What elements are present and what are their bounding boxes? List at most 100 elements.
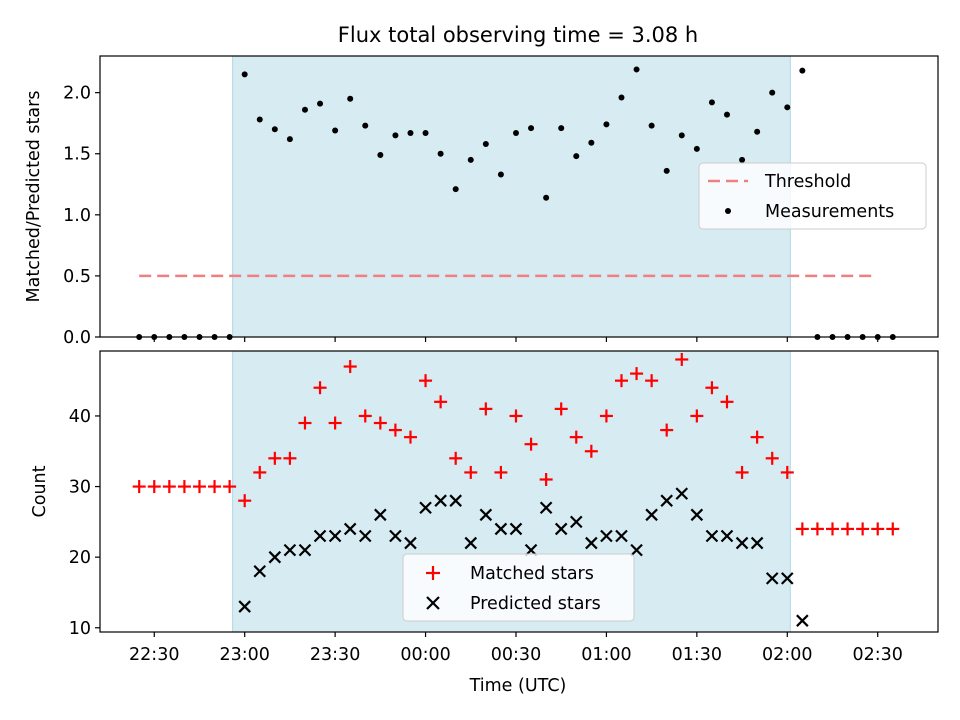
top-axes-frame <box>99 55 939 338</box>
measurement-point <box>618 94 625 101</box>
matched-star-point <box>162 480 176 494</box>
legend-matched-label: Matched stars <box>470 564 594 584</box>
predicted-star-point <box>283 543 297 557</box>
x-tick-label: 22:30 <box>129 645 179 665</box>
measurement-point <box>769 89 776 96</box>
matched-star-point <box>298 416 312 430</box>
measurement-point <box>392 132 399 139</box>
matched-star-point <box>449 451 463 465</box>
measurement-point <box>603 121 610 128</box>
measurement-point <box>648 122 655 129</box>
x-axis-label: Time (UTC) <box>469 676 567 696</box>
predicted-star-point <box>539 501 553 515</box>
predicted-star-point <box>690 508 704 522</box>
x-tick-label: 02:30 <box>852 645 902 665</box>
measurement-point <box>739 156 746 163</box>
matched-star-point <box>554 402 568 416</box>
predicted-star-point <box>464 536 478 550</box>
measurement-point <box>377 151 384 158</box>
x-tick-label: 01:30 <box>672 645 722 665</box>
predicted-star-point <box>675 487 689 500</box>
bottom-y-tick-label: 10 <box>69 619 91 639</box>
bottom-legend-box <box>402 553 635 622</box>
matched-star-point <box>720 395 734 409</box>
matched-star-point <box>373 416 387 430</box>
matched-star-point <box>494 465 508 479</box>
predicted-star-point <box>569 515 583 529</box>
matched-star-point <box>539 472 553 486</box>
matched-star-point <box>419 374 433 388</box>
matched-star-point <box>268 451 282 465</box>
measurement-point <box>301 106 308 113</box>
predicted-star-point <box>796 614 809 627</box>
matched-star-point <box>856 522 870 536</box>
bottom-y-label: Count <box>30 465 50 517</box>
predicted-star-point <box>509 522 523 536</box>
legend-measurements-label: Measurements <box>765 202 894 222</box>
measurement-point <box>723 111 730 118</box>
bottom-axes-frame <box>99 350 939 633</box>
matched-star-point <box>524 437 538 451</box>
x-tick-label: 02:00 <box>762 645 812 665</box>
measurement-point <box>467 156 474 163</box>
matched-star-point <box>645 374 659 388</box>
top-y-tick-label: 1.0 <box>63 206 91 226</box>
measurement-point <box>452 186 459 193</box>
matched-star-point <box>434 395 448 409</box>
bottom-y-tick-label: 40 <box>69 407 91 427</box>
predicted-star-point <box>389 529 402 543</box>
predicted-star-point <box>735 536 749 550</box>
top-shaded-region <box>232 55 791 338</box>
predicted-star-point <box>419 501 432 515</box>
matched-star-point <box>388 423 402 437</box>
matched-star-point <box>871 522 885 536</box>
predicted-star-point <box>434 494 447 507</box>
predicted-star-point <box>660 494 673 507</box>
matched-star-point <box>810 522 824 536</box>
matched-star-point <box>223 480 237 494</box>
predicted-star-point <box>765 572 779 585</box>
top-y-tick-label: 0.0 <box>63 328 91 348</box>
x-tick-label: 00:30 <box>491 645 541 665</box>
top-x-ticks <box>153 337 879 342</box>
top-y-tick-label: 2.0 <box>63 84 91 104</box>
predicted-star-point <box>328 529 342 543</box>
predicted-star-point <box>705 529 719 543</box>
legend-measurements-swatch <box>725 208 731 214</box>
bottom-x-ticks: 22:30 23:00 23:30 00:00 00:30 01:00 01:30 02:00… <box>129 632 903 665</box>
predicted-star-point <box>600 529 613 543</box>
matched-star-point <box>208 480 222 494</box>
predicted-star-point <box>554 522 568 536</box>
predicted-stars-points <box>238 487 809 627</box>
measurement-point <box>332 127 339 134</box>
matched-star-point <box>750 430 764 444</box>
matched-star-point <box>358 409 372 423</box>
matched-star-point <box>886 522 900 536</box>
chart-title: Flux total observing time = 3.08 h <box>338 23 698 47</box>
measurement-point <box>754 128 761 135</box>
measurement-point <box>347 95 354 102</box>
measurement-point <box>407 129 414 136</box>
matched-star-point <box>735 465 749 479</box>
matched-star-point <box>630 367 644 381</box>
measurement-point <box>799 67 806 74</box>
measurement-point <box>482 140 489 147</box>
legend-matched-swatch <box>426 566 440 580</box>
top-legend-box <box>698 162 927 230</box>
matched-star-point <box>464 465 478 479</box>
measurement-point <box>512 129 519 136</box>
matched-star-point <box>177 480 191 494</box>
predicted-star-point <box>238 600 251 613</box>
bottom-panel: 10 20 30 40 22:30 23:00 23:30 00:00 00:30 01:00 0… <box>30 350 939 696</box>
matched-stars-points <box>132 352 900 536</box>
measurement-point <box>362 122 369 129</box>
matched-star-point <box>690 409 704 423</box>
predicted-star-point <box>449 494 462 507</box>
matched-star-point <box>599 409 613 423</box>
predicted-star-point <box>615 529 628 543</box>
matched-star-point <box>313 381 327 395</box>
predicted-star-point <box>404 536 417 550</box>
measurement-point <box>286 136 293 143</box>
matched-star-point <box>614 374 628 388</box>
measurement-point <box>271 126 278 133</box>
